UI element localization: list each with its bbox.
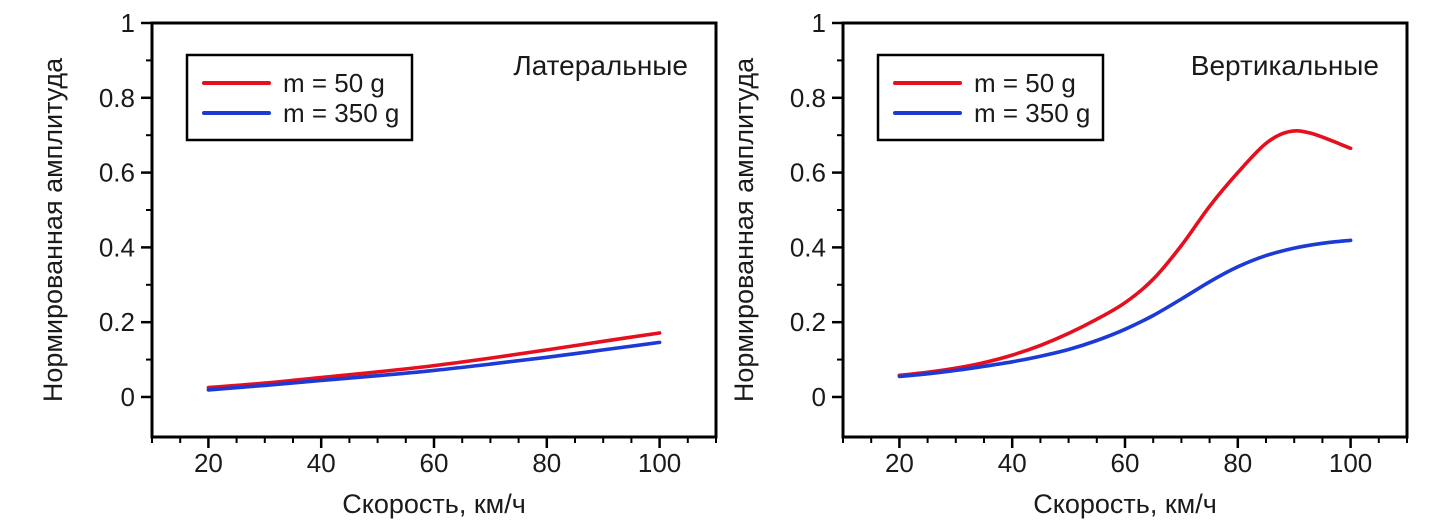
- x-axis-label: Скорость, км/ч: [1033, 489, 1217, 519]
- x-tick-label: 40: [307, 448, 336, 478]
- series-line-m-350-g: [206, 340, 662, 392]
- legend: m = 50 gm = 350 g: [185, 53, 414, 142]
- x-tick-label: 20: [194, 448, 223, 478]
- y-axis-ticks: 0 0.2 0.4 0.6 0.8 1: [99, 8, 152, 412]
- y-axis-label: Нормированная амплитуда: [729, 57, 759, 402]
- x-axis-ticks: 20 40 60 80 100: [842, 437, 1408, 478]
- x-tick-label: 40: [998, 448, 1027, 478]
- y-tick-label: 0.8: [790, 83, 826, 113]
- legend-label: m = 350 g: [974, 98, 1090, 128]
- y-tick-label: 0: [121, 382, 135, 412]
- x-tick-label: 20: [885, 448, 914, 478]
- y-tick-label: 1: [121, 8, 135, 38]
- x-tick-label: 100: [638, 448, 681, 478]
- y-tick-label: 0.4: [99, 232, 135, 262]
- y-tick-label: 1: [812, 8, 826, 38]
- chart-vertical: 20 40 60 80 100 0 0.2 0.4 0.6 0.8 1 Скорость, км/ч Н…: [729, 8, 1409, 519]
- series-line-m-50-g: [206, 331, 662, 390]
- y-axis-ticks: 0 0.2 0.4 0.6 0.8 1: [790, 8, 843, 412]
- x-tick-label: 100: [1329, 448, 1372, 478]
- y-tick-label: 0.4: [790, 232, 826, 262]
- x-axis-label: Скорость, км/ч: [342, 489, 526, 519]
- legend: m = 50 gm = 350 g: [876, 53, 1105, 142]
- x-tick-label: 80: [1223, 448, 1252, 478]
- y-tick-label: 0.2: [99, 307, 135, 337]
- chart-lateral: 20 40 60 80 100 0 0.2 0.4 0.6 0.8 1 Скорость, км/ч Н…: [38, 8, 718, 519]
- y-tick-label: 0.2: [790, 307, 826, 337]
- legend-box: [876, 53, 1105, 142]
- chart-title: Латеральные: [513, 50, 688, 81]
- legend-box: [185, 53, 414, 142]
- series-line-m-350-g: [897, 238, 1353, 379]
- y-axis-label: Нормированная амплитуда: [38, 57, 68, 402]
- legend-label: m = 50 g: [974, 68, 1076, 98]
- x-axis-ticks: 20 40 60 80 100: [151, 437, 717, 478]
- y-tick-label: 0: [812, 382, 826, 412]
- y-tick-label: 0.6: [790, 158, 826, 188]
- legend-label: m = 350 g: [283, 98, 399, 128]
- series-line-m-50-g: [897, 129, 1353, 378]
- chart-title: Вертикальные: [1191, 50, 1379, 81]
- x-tick-label: 60: [1111, 448, 1140, 478]
- x-tick-label: 80: [532, 448, 561, 478]
- x-tick-label: 60: [420, 448, 449, 478]
- y-tick-label: 0.8: [99, 83, 135, 113]
- y-tick-label: 0.6: [99, 158, 135, 188]
- legend-label: m = 50 g: [283, 68, 385, 98]
